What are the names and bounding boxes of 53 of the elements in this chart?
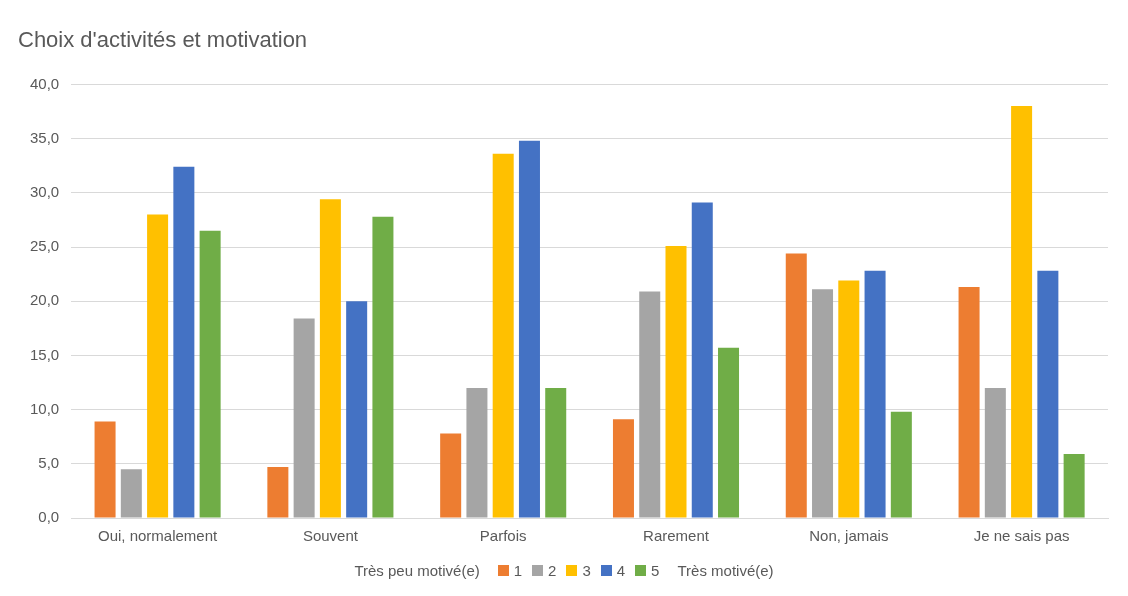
legend-title: Très peu motivé(e) (354, 561, 480, 579)
chart-title: Choix d'activités et motivation (18, 27, 308, 53)
bar (440, 433, 462, 518)
y-tick-label: 0,0 (38, 508, 60, 526)
bar (545, 387, 567, 518)
bar (958, 287, 980, 518)
legend-label: 4 (616, 561, 626, 579)
bar (785, 253, 807, 518)
y-tick-label: 30,0 (29, 182, 60, 200)
bar (864, 270, 886, 518)
legend-label: 2 (548, 561, 557, 579)
bar (173, 166, 195, 518)
x-tick-label: Je ne sais pas (973, 527, 1070, 545)
x-tick-label: Souvent (302, 527, 359, 545)
bar (518, 140, 540, 518)
bar (838, 280, 860, 518)
bar (492, 153, 514, 518)
legend-label: 3 (582, 561, 591, 579)
x-tick-label: Rarement (643, 527, 710, 545)
bar (466, 387, 488, 518)
text: Très motivé(e) (677, 561, 774, 579)
x-tick-label: Non, jamais (809, 527, 889, 545)
bar (319, 199, 341, 518)
bar (346, 301, 368, 518)
bar (665, 245, 687, 518)
bar (890, 411, 912, 518)
bar (812, 289, 834, 518)
y-tick-label: 5,0 (38, 453, 60, 471)
bar (1063, 454, 1085, 518)
legend-label: 1 (513, 561, 523, 579)
x-tick-label: Parfois (479, 527, 527, 545)
bar (691, 202, 713, 518)
y-tick-label: 25,0 (29, 237, 60, 255)
bar (612, 419, 634, 518)
bar (372, 216, 394, 518)
y-tick-label: 10,0 (29, 399, 60, 417)
x-tick-label: Oui, normalement (97, 527, 219, 545)
bar (120, 469, 142, 518)
bar (984, 387, 1006, 518)
bar (94, 421, 116, 518)
y-tick-label: 40,0 (29, 74, 60, 92)
y-tick-label: 35,0 (29, 128, 60, 146)
y-tick-label: 20,0 (29, 291, 60, 309)
bar (199, 230, 221, 518)
bar (267, 467, 289, 518)
bar (718, 347, 740, 518)
bar (1011, 106, 1033, 518)
bar (639, 291, 661, 518)
bar (1037, 270, 1059, 518)
bar (147, 214, 169, 518)
legend-label: 5 (651, 561, 660, 579)
y-tick-label: 15,0 (29, 345, 60, 363)
bar (293, 318, 315, 518)
